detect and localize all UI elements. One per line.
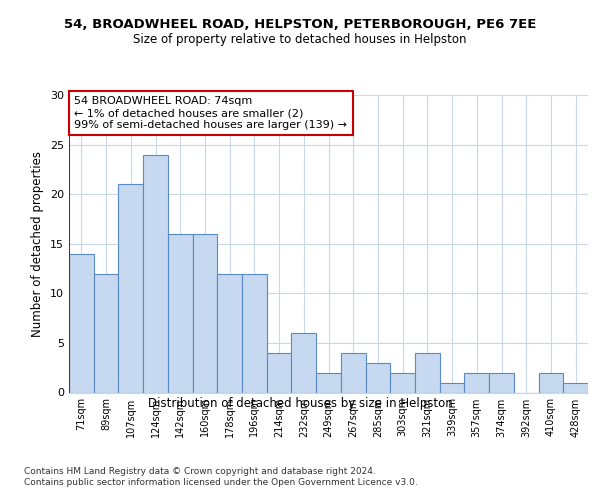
Text: Contains HM Land Registry data © Crown copyright and database right 2024.
Contai: Contains HM Land Registry data © Crown c… xyxy=(24,468,418,487)
Text: 54, BROADWHEEL ROAD, HELPSTON, PETERBOROUGH, PE6 7EE: 54, BROADWHEEL ROAD, HELPSTON, PETERBORO… xyxy=(64,18,536,30)
Text: Size of property relative to detached houses in Helpston: Size of property relative to detached ho… xyxy=(133,32,467,46)
Bar xyxy=(489,372,514,392)
Bar xyxy=(390,372,415,392)
Y-axis label: Number of detached properties: Number of detached properties xyxy=(31,151,44,337)
Bar xyxy=(168,234,193,392)
Bar xyxy=(193,234,217,392)
Bar xyxy=(69,254,94,392)
Text: Distribution of detached houses by size in Helpston: Distribution of detached houses by size … xyxy=(148,398,452,410)
Bar xyxy=(464,372,489,392)
Bar xyxy=(118,184,143,392)
Bar xyxy=(143,154,168,392)
Bar xyxy=(94,274,118,392)
Bar xyxy=(217,274,242,392)
Text: 54 BROADWHEEL ROAD: 74sqm
← 1% of detached houses are smaller (2)
99% of semi-de: 54 BROADWHEEL ROAD: 74sqm ← 1% of detach… xyxy=(74,96,347,130)
Bar xyxy=(316,372,341,392)
Bar xyxy=(415,353,440,393)
Bar xyxy=(242,274,267,392)
Bar xyxy=(292,333,316,392)
Bar xyxy=(563,382,588,392)
Bar xyxy=(267,353,292,393)
Bar xyxy=(539,372,563,392)
Bar xyxy=(365,363,390,392)
Bar xyxy=(341,353,365,393)
Bar xyxy=(440,382,464,392)
